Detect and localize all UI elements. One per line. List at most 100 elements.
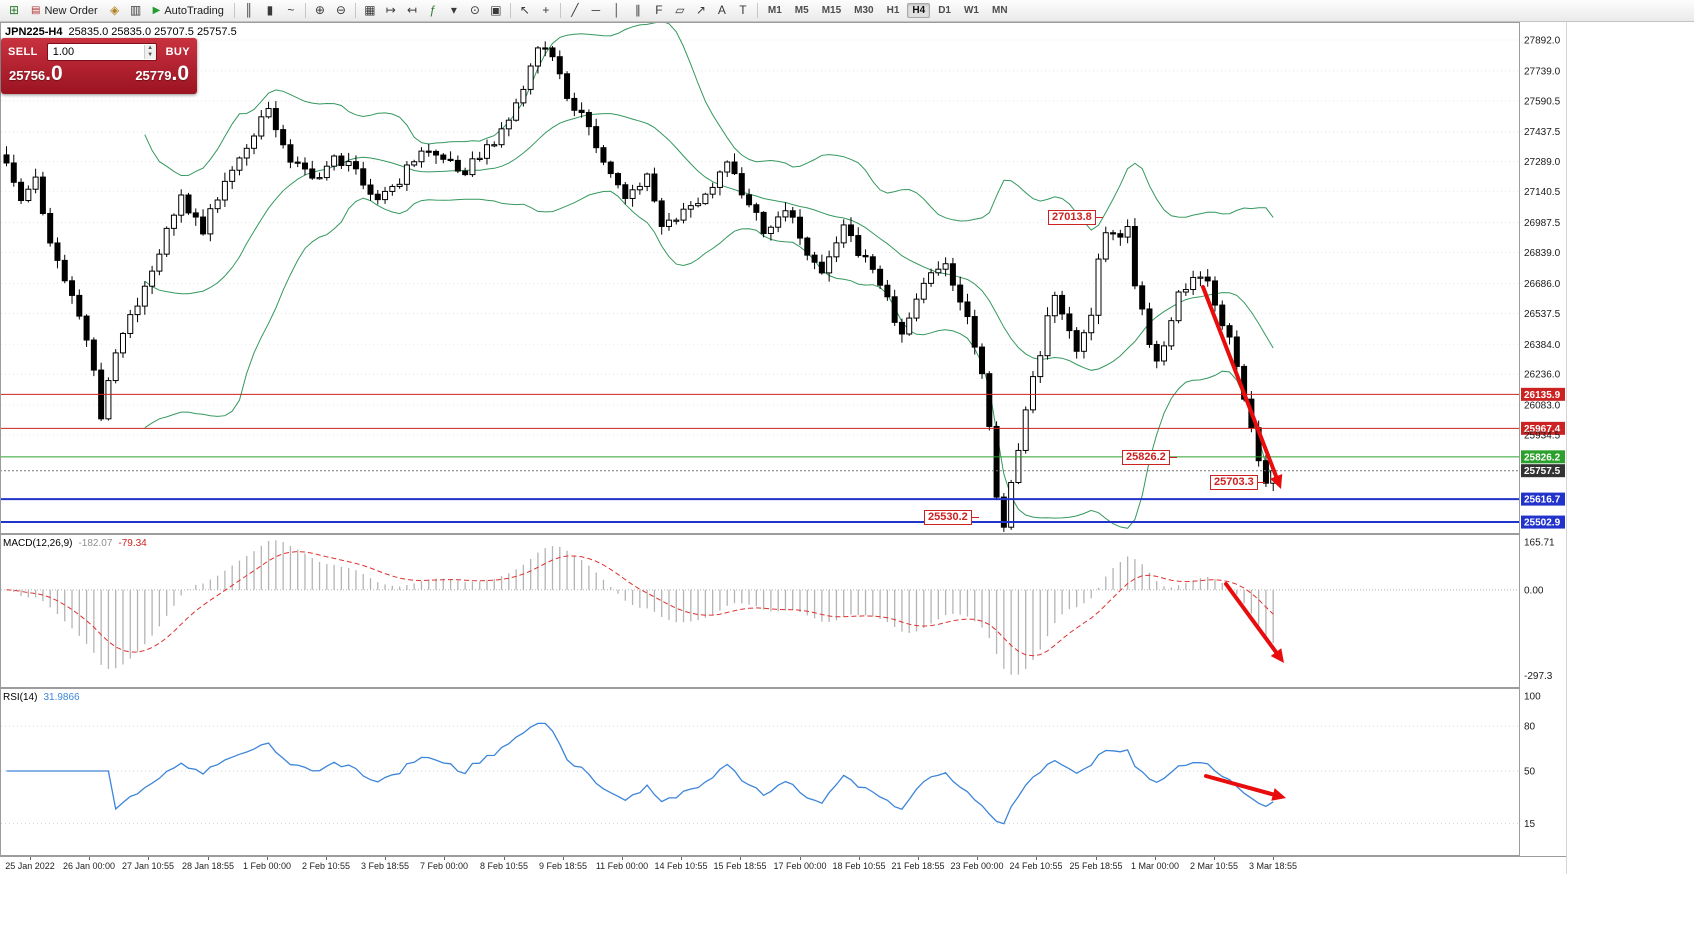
candle — [32, 168, 39, 194]
candle — [207, 203, 214, 242]
candle — [454, 155, 461, 174]
toolbar-separator — [509, 3, 511, 18]
timeframe-h4-button[interactable]: H4 — [907, 3, 931, 18]
candle — [83, 314, 90, 347]
candle — [243, 144, 250, 166]
autotrading-button[interactable]: ▶ AutoTrading — [147, 2, 230, 20]
time-axis-tick — [385, 857, 386, 860]
volume-input[interactable]: 1.00 ▲ ▼ — [46, 43, 157, 61]
macd-indicator-panel[interactable]: 165.71 0.00 -297.3 — [0, 534, 1566, 688]
candle — [272, 101, 279, 138]
candle — [1204, 269, 1211, 287]
volume-value[interactable]: 1.00 — [52, 46, 75, 58]
candle — [156, 249, 163, 276]
timeframe-m15-button[interactable]: M15 — [821, 5, 842, 16]
candle — [928, 268, 935, 287]
crosshair-icon[interactable]: + — [542, 2, 550, 17]
indicators-dropdown-icon[interactable]: ▾ — [450, 2, 457, 17]
fibonacci-icon[interactable]: F — [655, 2, 663, 17]
tile-windows-icon[interactable]: ▦ — [364, 2, 376, 17]
main-toolbar: ⊞ ▤ New Order ◈ ▥ ▶ AutoTrading ║ ▮ ~ ⊕ ⊖ ▦ ↦ ↤ ƒ ▾ ⊙ ▣ ↖ + ╱… — [0, 0, 1694, 22]
periods-dropdown-icon[interactable]: ⊙ — [469, 2, 480, 17]
time-axis-label: 1 Mar 00:00 — [1130, 861, 1180, 871]
line-chart-icon[interactable]: ~ — [287, 2, 295, 17]
buy-price-main: 25779 — [135, 68, 172, 83]
volume-increase-button[interactable]: ▲ — [144, 45, 156, 52]
trendline-icon[interactable]: ╱ — [571, 2, 579, 17]
candle — [1139, 281, 1146, 316]
candle — [979, 343, 986, 379]
vertical-line-icon[interactable]: │ — [613, 2, 621, 17]
timeframe-h1-button[interactable]: H1 — [886, 5, 900, 16]
candle — [862, 249, 869, 263]
time-axis-tick — [622, 857, 623, 860]
candle — [1066, 306, 1073, 339]
time-axis-tick — [740, 857, 741, 860]
rsi-value: 31.9866 — [43, 692, 80, 703]
horizontal-line-icon[interactable]: ─ — [591, 2, 601, 17]
candlestick-chart-icon[interactable]: ▮ — [266, 2, 274, 17]
candle — [957, 276, 964, 311]
candle — [840, 219, 847, 248]
price-scale-label: 25616.7 — [1521, 492, 1565, 506]
market-watch-icon[interactable]: ◈ — [110, 2, 120, 17]
shapes-icon[interactable]: ▱ — [675, 2, 685, 17]
candle — [403, 161, 410, 192]
candle — [891, 289, 898, 326]
chart-shift-icon[interactable]: ↤ — [406, 2, 417, 17]
timeframe-d1-button[interactable]: D1 — [938, 5, 951, 16]
buy-button[interactable]: BUY — [165, 46, 190, 58]
zoom-in-icon[interactable]: ⊕ — [314, 2, 325, 17]
candle — [1219, 300, 1226, 330]
zoom-out-icon[interactable]: ⊖ — [335, 2, 346, 17]
volume-decrease-button[interactable]: ▼ — [144, 52, 156, 59]
text-icon[interactable]: A — [717, 2, 726, 17]
arrows-icon[interactable]: ↗ — [695, 2, 706, 17]
auto-scroll-icon[interactable]: ↦ — [385, 2, 396, 17]
candle — [789, 206, 796, 224]
time-axis-label: 14 Feb 10:55 — [654, 861, 708, 871]
equidistant-channel-icon[interactable]: ∥ — [634, 2, 641, 17]
text-label-icon[interactable]: T — [739, 2, 747, 17]
timeframe-mn-button[interactable]: MN — [991, 5, 1008, 16]
templates-icon[interactable]: ▣ — [490, 2, 502, 17]
candle — [746, 188, 753, 208]
candle — [163, 226, 170, 257]
svg-text:25826.2: 25826.2 — [1524, 452, 1561, 463]
candle — [141, 281, 148, 315]
candle — [600, 145, 607, 166]
sell-button[interactable]: SELL — [8, 46, 38, 58]
price-chart[interactable]: 26135.9 25967.4 25826.2 25616.7 25502.9 25757… — [0, 22, 1566, 534]
navigator-icon[interactable]: ▥ — [129, 2, 142, 17]
time-axis-tick — [30, 857, 31, 860]
candle — [833, 236, 840, 263]
timeframe-w1-button[interactable]: W1 — [963, 5, 979, 16]
buy-price[interactable]: 25779.0 — [135, 63, 189, 85]
sell-price[interactable]: 25756.0 — [9, 63, 63, 85]
new-chart-icon[interactable]: ⊞ — [8, 2, 20, 17]
time-axis-tick — [89, 857, 90, 860]
macd-scale: 165.71 0.00 -297.3 — [1524, 538, 1555, 682]
candle — [192, 208, 199, 226]
svg-text:80: 80 — [1524, 722, 1536, 733]
macd-main-value: -182.07 — [78, 538, 113, 549]
time-axis-label: 17 Feb 00:00 — [773, 861, 827, 871]
new-order-button[interactable]: ▤ New Order — [25, 2, 104, 20]
timeframe-m30-button[interactable]: M30 — [854, 5, 874, 16]
candle — [534, 46, 541, 74]
candle — [906, 312, 913, 336]
timeframe-m1-button[interactable]: M1 — [767, 5, 782, 16]
bars-chart-icon[interactable]: ║ — [244, 2, 254, 17]
candle — [687, 201, 694, 218]
rsi-indicator-panel[interactable]: 100 80 50 15 — [0, 688, 1566, 856]
rsi-line — [6, 722, 1274, 825]
candle — [505, 117, 512, 137]
svg-text:26236.0: 26236.0 — [1524, 370, 1561, 381]
time-axis-label: 1 Feb 00:00 — [242, 861, 292, 871]
candle — [651, 167, 658, 203]
cursor-icon[interactable]: ↖ — [519, 2, 530, 17]
timeframe-m5-button[interactable]: M5 — [794, 5, 809, 16]
candle — [782, 202, 789, 222]
candle — [1029, 371, 1036, 414]
indicators-icon[interactable]: ƒ — [429, 2, 437, 17]
